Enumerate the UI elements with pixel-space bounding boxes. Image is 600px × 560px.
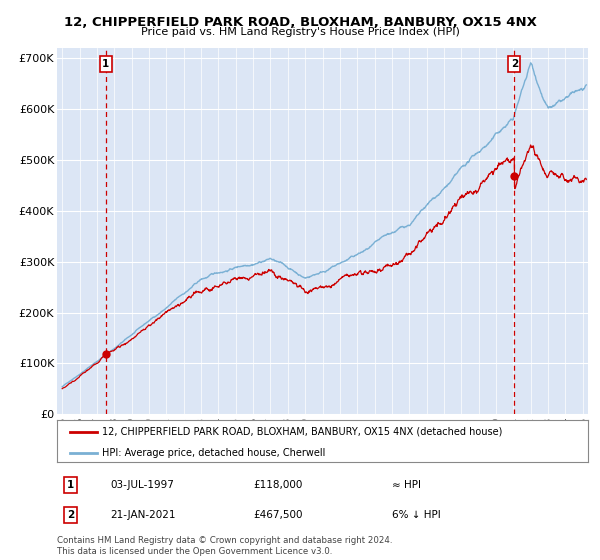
Text: Price paid vs. HM Land Registry's House Price Index (HPI): Price paid vs. HM Land Registry's House … — [140, 27, 460, 37]
Text: 2: 2 — [67, 510, 74, 520]
Text: Contains HM Land Registry data © Crown copyright and database right 2024.
This d: Contains HM Land Registry data © Crown c… — [57, 536, 392, 556]
Text: £467,500: £467,500 — [253, 510, 303, 520]
Text: 1: 1 — [67, 480, 74, 490]
Text: ≈ HPI: ≈ HPI — [392, 480, 421, 490]
Text: 03-JUL-1997: 03-JUL-1997 — [110, 480, 174, 490]
Text: £118,000: £118,000 — [253, 480, 303, 490]
Text: 12, CHIPPERFIELD PARK ROAD, BLOXHAM, BANBURY, OX15 4NX: 12, CHIPPERFIELD PARK ROAD, BLOXHAM, BAN… — [64, 16, 536, 29]
Text: 6% ↓ HPI: 6% ↓ HPI — [392, 510, 440, 520]
Text: 1: 1 — [102, 59, 109, 69]
Text: 2: 2 — [511, 59, 518, 69]
Text: HPI: Average price, detached house, Cherwell: HPI: Average price, detached house, Cher… — [102, 448, 326, 458]
Text: 21-JAN-2021: 21-JAN-2021 — [110, 510, 176, 520]
Text: 12, CHIPPERFIELD PARK ROAD, BLOXHAM, BANBURY, OX15 4NX (detached house): 12, CHIPPERFIELD PARK ROAD, BLOXHAM, BAN… — [102, 427, 503, 437]
